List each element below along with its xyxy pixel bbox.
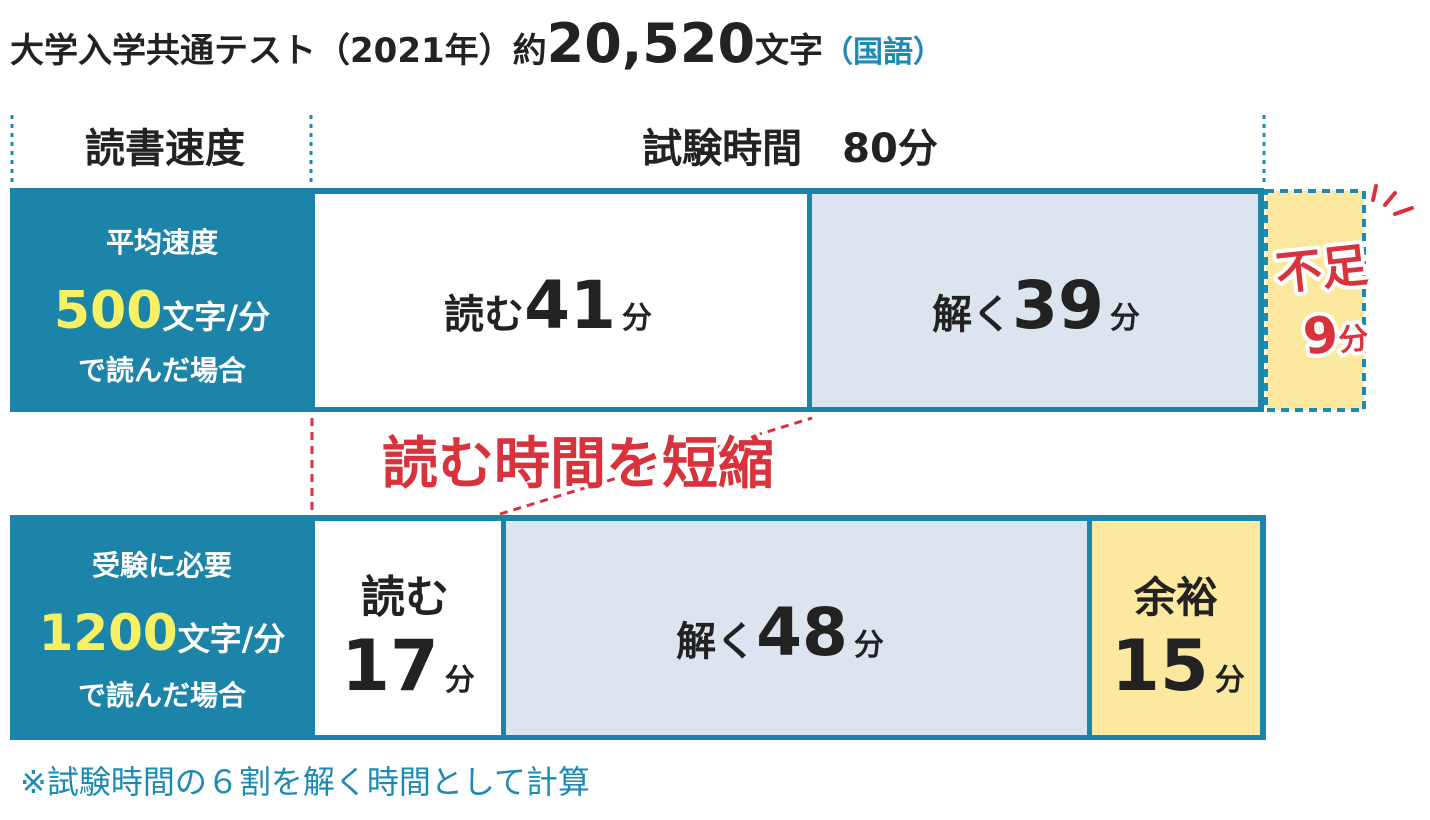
unit: 分	[1215, 663, 1245, 698]
segment-box	[315, 194, 807, 407]
shortage: 不足 9分	[1269, 234, 1374, 371]
verb: 読む	[444, 292, 524, 338]
shortage-box	[1264, 189, 1366, 412]
row-label-top: 受験に必要	[92, 549, 232, 582]
unit: 分	[854, 628, 884, 663]
row-label-bottom: で読んだ場合	[78, 679, 247, 712]
title-unit: 文字	[755, 31, 823, 71]
minutes: 41	[524, 267, 616, 344]
minutes: 9	[1300, 305, 1341, 366]
row-label-top: 平均速度	[106, 226, 218, 259]
title-prefix: 大学入学共通テスト（2021年）約	[10, 31, 547, 71]
title-subject: （国語）	[823, 35, 943, 70]
speed-value: 1200	[39, 604, 178, 662]
row-label-speed: 500文字/分	[54, 281, 270, 341]
callout-lines	[310, 416, 813, 516]
row-label-speed: 1200文字/分	[39, 604, 286, 662]
emphasis-marks	[1371, 184, 1414, 216]
shortage-label: 不足	[1273, 238, 1370, 301]
speed-unit: 文字/分	[178, 620, 286, 658]
minutes: 39	[1012, 267, 1104, 344]
verb: 読む	[361, 572, 449, 623]
segment-box	[506, 521, 1087, 735]
segment-time: 15 分	[1111, 625, 1244, 707]
segment-box	[1092, 521, 1260, 735]
minutes: 17	[341, 625, 438, 707]
minutes: 15	[1111, 625, 1208, 707]
segment-text: 解く48 分	[676, 594, 884, 671]
title: 大学入学共通テスト（2021年）約20,520文字（国語）	[10, 12, 943, 75]
unit: 分	[1337, 321, 1370, 359]
row-label-bottom: で読んだ場合	[78, 354, 247, 387]
segment-box	[315, 521, 501, 735]
header-dividers	[10, 115, 1266, 186]
segment-text: 解く39 分	[932, 267, 1140, 344]
unit: 分	[445, 663, 475, 698]
speed-value: 500	[54, 281, 163, 341]
callout: 読む時間を短縮	[382, 432, 774, 497]
unit: 分	[622, 301, 652, 336]
verb: 解く	[932, 292, 1012, 338]
footnote: ※試験時間の６割を解く時間として計算	[20, 763, 590, 801]
title-count: 20,520	[547, 12, 755, 75]
speed-unit: 文字/分	[162, 298, 270, 336]
segment-time: 17 分	[341, 625, 474, 707]
unit: 分	[1110, 301, 1140, 336]
header-speed: 読書速度	[85, 126, 245, 172]
segment-box	[812, 194, 1258, 407]
minutes: 48	[756, 594, 848, 671]
verb: 余裕	[1133, 573, 1218, 622]
verb: 解く	[676, 619, 756, 665]
segment-text: 読む41 分	[444, 267, 652, 344]
header-time: 試験時間 80分	[642, 126, 938, 172]
